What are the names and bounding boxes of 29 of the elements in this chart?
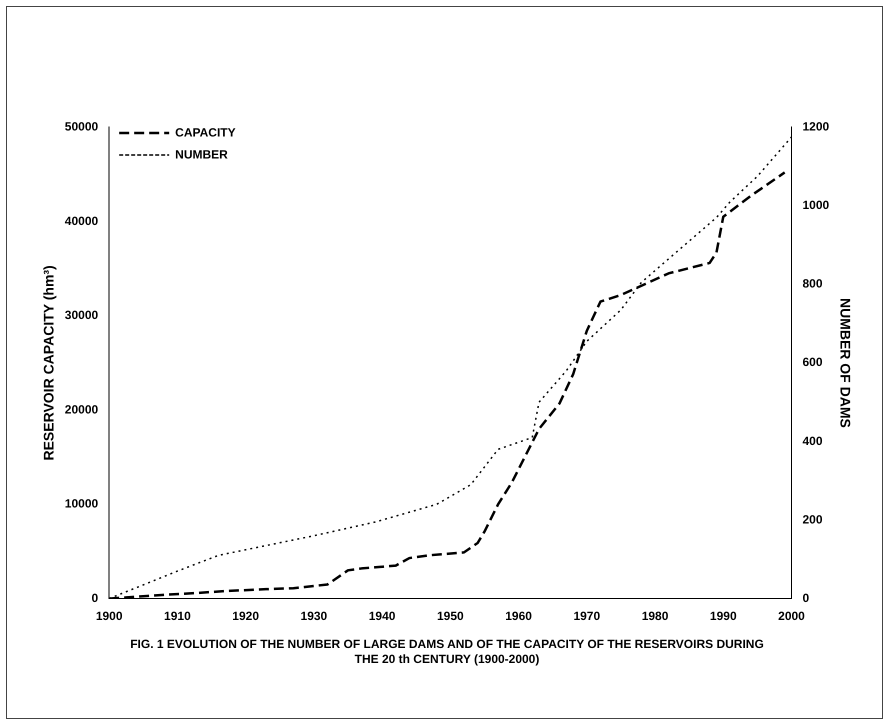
y2-tick-label: 400 [802, 434, 823, 448]
x-tick-label: 1940 [368, 609, 396, 624]
x-tick-label: 2000 [778, 609, 806, 624]
y-tick-label: 20000 [64, 402, 98, 416]
legend-label: CAPACITY [175, 125, 236, 140]
y2-tick-label: 800 [802, 276, 823, 291]
y2-tick-label: 1000 [802, 198, 830, 212]
x-tick-label: 1960 [505, 609, 532, 624]
x-tick-label: 1950 [436, 609, 464, 624]
y-tick-label: 30000 [64, 308, 98, 322]
x-tick-label: 1990 [710, 609, 737, 624]
y-tick-label: 40000 [64, 214, 98, 228]
x-tick-label: 1980 [642, 609, 669, 624]
y2-tick-label: 1200 [802, 120, 830, 134]
y-tick-label: 50000 [64, 120, 98, 134]
x-tick-label: 1920 [232, 609, 260, 624]
y2-axis-title: NUMBER OF DAMS [838, 298, 854, 428]
caption: FIG. 1 EVOLUTION OF THE NUMBER OF LARGE DAMS AND OF THE CAPACITY OF THE RESERVOIRS DURING THE 20 th CENTURY (1900-2000) [129, 637, 765, 667]
y2-tick-label: 0 [802, 590, 810, 605]
x-tick-label: 1910 [164, 609, 192, 624]
y-tick-label: 0 [91, 590, 98, 605]
y-axis-title: RESERVOIR CAPACITY (hm³) [40, 265, 56, 461]
y2-tick-label: 600 [802, 355, 823, 370]
x-tick-label: 1900 [96, 609, 123, 624]
legend-label: NUMBER [175, 147, 228, 162]
y2-tick-label: 200 [802, 512, 823, 526]
x-tick-label: 1970 [573, 609, 600, 624]
y-tick-label: 10000 [64, 496, 98, 511]
x-tick-label: 1930 [300, 609, 328, 624]
